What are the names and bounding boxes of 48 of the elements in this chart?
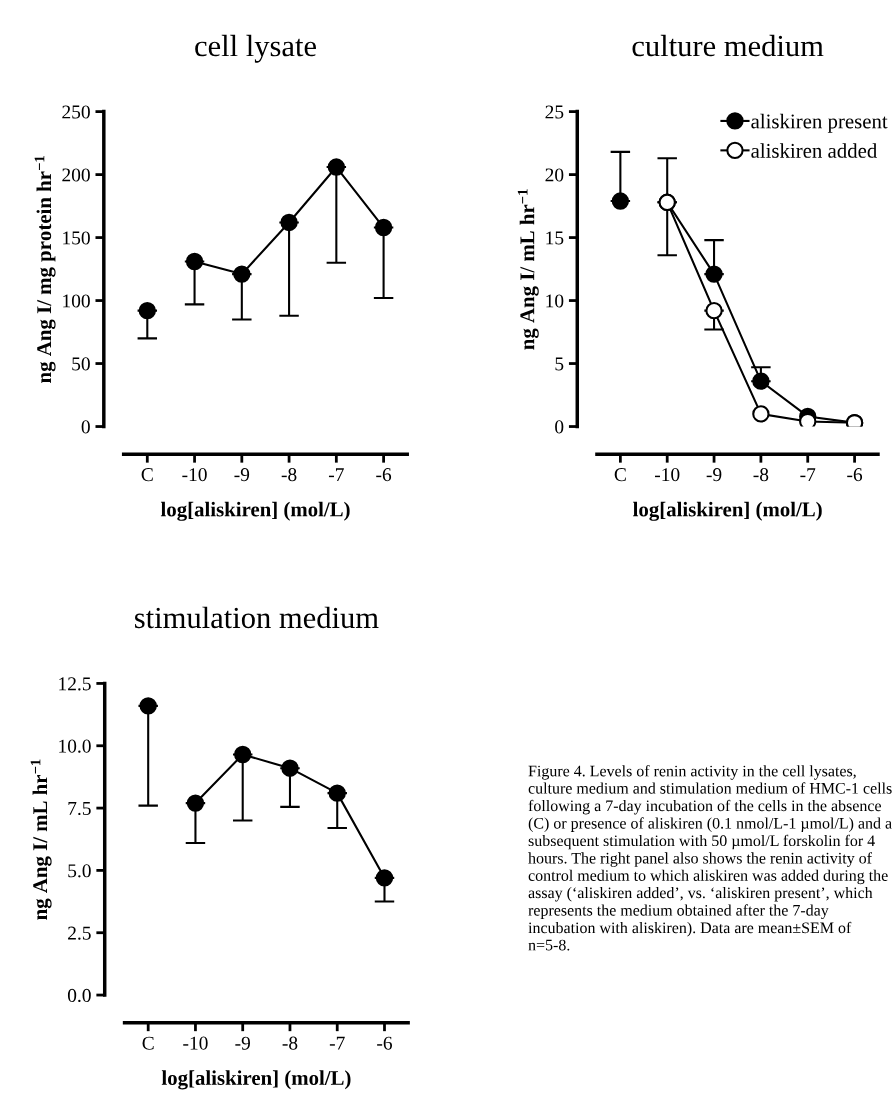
y-tick-label: 7.5 (68, 802, 91, 816)
x-tick-label: -8 (753, 468, 769, 482)
y-tick-label: 0.0 (67, 988, 91, 1003)
y-tick-label: 10.0 (59, 739, 91, 753)
x-tick-label: -10 (182, 468, 207, 482)
x-tick-label: -9 (234, 468, 250, 482)
y-tick-label: 15 (546, 231, 564, 245)
legend-label: aliskiren added (751, 143, 878, 158)
y-tick-label: 20 (545, 168, 564, 182)
y-tick-label: 100 (63, 294, 90, 308)
x-tick-label: -6 (377, 1036, 393, 1050)
x-tick-label: -8 (282, 1036, 298, 1050)
legend-label: aliskiren present (751, 113, 888, 133)
y-tick-label: 5 (555, 357, 564, 371)
chart-title: culture medium (632, 34, 824, 57)
y-tick-label: 10 (546, 294, 564, 308)
x-tick-label: -7 (328, 468, 344, 481)
x-tick-label: -7 (800, 468, 816, 481)
x-axis-title: log[aliskiren] (mol/L) (633, 501, 822, 521)
x-tick-label: -7 (329, 1036, 345, 1050)
x-tick-label: -10 (183, 1036, 208, 1050)
y-tick-label: 50 (72, 357, 90, 371)
x-tick-label: C (142, 1036, 154, 1050)
y-tick-label: 5.0 (68, 864, 91, 878)
x-tick-label: C (614, 468, 626, 482)
y-tick-label: 0 (81, 420, 90, 434)
y-tick-label: 2.5 (68, 926, 91, 940)
y-tick-label: 0 (555, 420, 564, 434)
y-tick-label: 25 (545, 105, 564, 119)
x-axis-title: log[aliskiren] (mol/L) (161, 1070, 351, 1090)
x-tick-label: -6 (376, 468, 392, 482)
chart-title: stimulation medium (135, 606, 379, 629)
x-tick-label: -6 (847, 468, 863, 482)
x-axis-title: log[aliskiren] (mol/L) (160, 501, 350, 521)
x-tick-label: -9 (706, 468, 722, 482)
x-tick-label: -10 (654, 468, 680, 482)
y-tick-label: 12.5 (59, 677, 91, 691)
x-tick-label: -8 (281, 468, 297, 482)
y-tick-label: 250 (62, 105, 90, 119)
y-tick-label: 200 (62, 168, 90, 182)
chart-title: cell lysate (195, 34, 316, 63)
y-axis-title: ng Ang I/ mg protein hr$^{−1}$ (34, 156, 56, 383)
x-tick-label: C (141, 468, 153, 482)
y-axis-title: ng Ang I/ mL hr$^{−1}$ (517, 189, 539, 350)
text: Figure 4. Levels of renin activity in the cell lysates, culture medium and stimulation medium of HMC-1 cells following a 7-day incubation of the cells in the absence (C) or presence of aliskiren (0.1 nmol/L-1 µmol/L) and a subsequent stimulation with 50 µmol/L forskolin for 4 hours. The right panel also shows the renin activity of control medium to which aliskiren was added during the assay (‘aliskiren added’, vs. ‘aliskiren present’, which represents the medium obtained after the 7-day incubation with aliskiren). Data are mean±SEM of n=5-8. (528, 765, 892, 951)
y-axis-title: ng Ang I/ mL hr$^{−1}$ (30, 759, 52, 920)
y-tick-label: 150 (63, 231, 90, 245)
x-tick-label: -9 (235, 1036, 251, 1050)
